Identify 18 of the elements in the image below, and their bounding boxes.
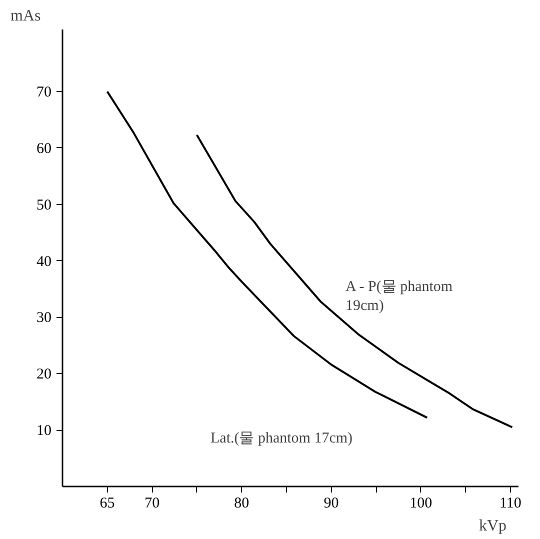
y-tick-label: 20 xyxy=(36,366,52,383)
y-tick-label: 70 xyxy=(36,84,52,101)
y-axis-title: mAs xyxy=(10,8,41,24)
y-tick-label: 50 xyxy=(36,197,52,214)
y-tick-label: 60 xyxy=(36,140,52,157)
x-tick-label: 90 xyxy=(324,496,339,512)
y-tick-label: 10 xyxy=(36,423,52,440)
line-series xyxy=(196,134,514,428)
x-tick-label: 65 xyxy=(100,496,115,512)
x-tick-label: 110 xyxy=(499,496,522,512)
y-tick-label: 40 xyxy=(36,254,52,270)
y-tick-label: 30 xyxy=(36,310,52,326)
x-tick-label: 80 xyxy=(234,496,250,512)
annotation: A - P(물 phantom 19cm) xyxy=(346,278,453,314)
x-tick-label: 70 xyxy=(144,496,160,512)
x-axis-title: kVp xyxy=(478,518,507,534)
x-tick-label: 100 xyxy=(410,496,432,512)
annotation: Lat.(물 phantom 17cm) xyxy=(210,430,353,446)
